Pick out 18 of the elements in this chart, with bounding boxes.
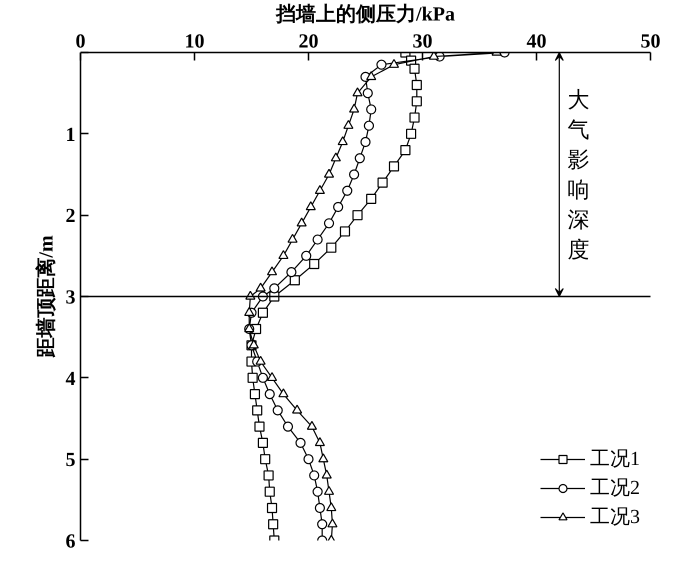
x-tick-label: 50 <box>640 30 660 52</box>
x-tick-label: 40 <box>526 30 546 52</box>
legend-label: 工况3 <box>590 505 640 530</box>
legend-label: 工况1 <box>590 447 640 472</box>
x-tick-label: 30 <box>412 30 432 52</box>
annotation: 大气影响深度 <box>567 87 590 262</box>
x-tick-label: 20 <box>298 30 318 52</box>
x-axis-title: 挡墙上的侧压力/kPa <box>275 4 455 26</box>
y-tick-label: 3 <box>66 286 76 308</box>
y-tick-label: 4 <box>66 368 76 390</box>
y-tick-label: 1 <box>66 124 76 146</box>
y-tick-label: 5 <box>66 449 76 472</box>
y-tick-label: 2 <box>66 205 76 228</box>
x-tick-label: 0 <box>76 30 86 52</box>
y-tick-label: 6 <box>66 530 76 552</box>
legend-label: 工况2 <box>590 476 640 501</box>
y-axis-title: 距墙顶距离/m <box>34 235 58 359</box>
x-tick-label: 10 <box>184 30 204 52</box>
